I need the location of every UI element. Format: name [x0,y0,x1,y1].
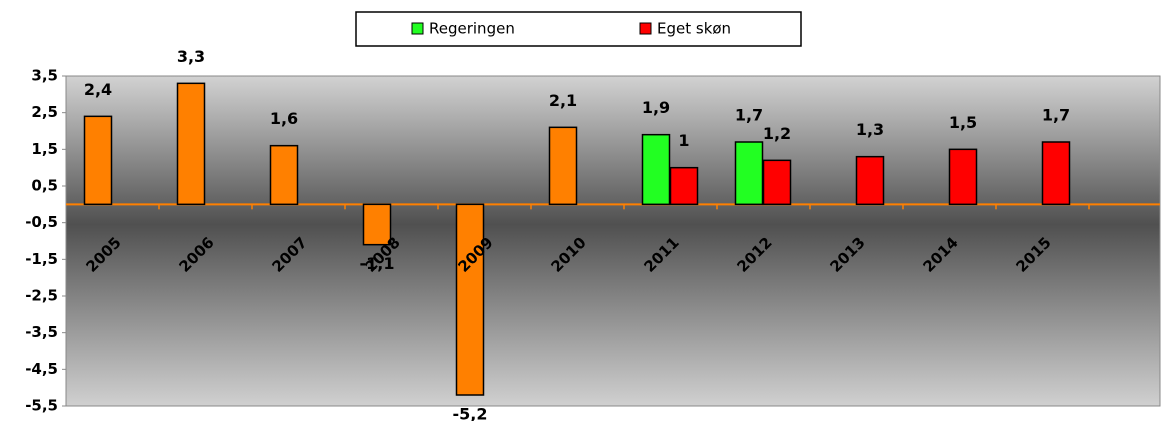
y-tick-label: 0,5 [31,177,58,195]
y-tick-label: -1,5 [25,250,58,268]
value-label: 3,3 [177,47,205,66]
y-tick-label: 2,5 [31,103,58,121]
bar [948,148,978,206]
bar [1041,141,1071,206]
value-label: 1,5 [949,113,977,132]
bar [176,82,206,206]
bar [455,203,485,396]
value-label: -5,2 [453,405,488,421]
value-label: 1,2 [763,124,791,143]
value-label: 1,6 [270,109,298,128]
legend-label: Regeringen [429,20,515,38]
legend-swatch [639,22,652,35]
bar [734,141,764,206]
legend-label: Eget skøn [657,20,731,38]
bar [855,155,885,206]
y-tick-label: -3,5 [25,323,58,341]
bar [762,159,792,206]
y-tick-label: -4,5 [25,360,58,378]
plot-area [65,75,1161,407]
value-label: 1,7 [1042,106,1070,125]
bar [641,133,671,206]
y-tick-label: -5,5 [25,397,58,415]
bar [548,126,578,206]
value-label: 1,7 [735,106,763,125]
y-tick-label: 3,5 [31,67,58,85]
value-label: 2,4 [84,80,112,99]
value-label: 1,3 [856,120,884,139]
value-label: 2,1 [549,91,577,110]
y-tick-label: 1,5 [31,140,58,158]
bar [669,166,699,206]
y-tick-label: -2,5 [25,287,58,305]
value-label: 1 [678,131,689,150]
bar [269,144,299,206]
legend-swatch [411,22,424,35]
y-tick-label: -0,5 [25,213,58,231]
bar [362,203,392,246]
legend [355,11,802,47]
bar [83,115,113,206]
value-label: -1,1 [360,254,395,273]
value-label: 1,9 [642,98,670,117]
